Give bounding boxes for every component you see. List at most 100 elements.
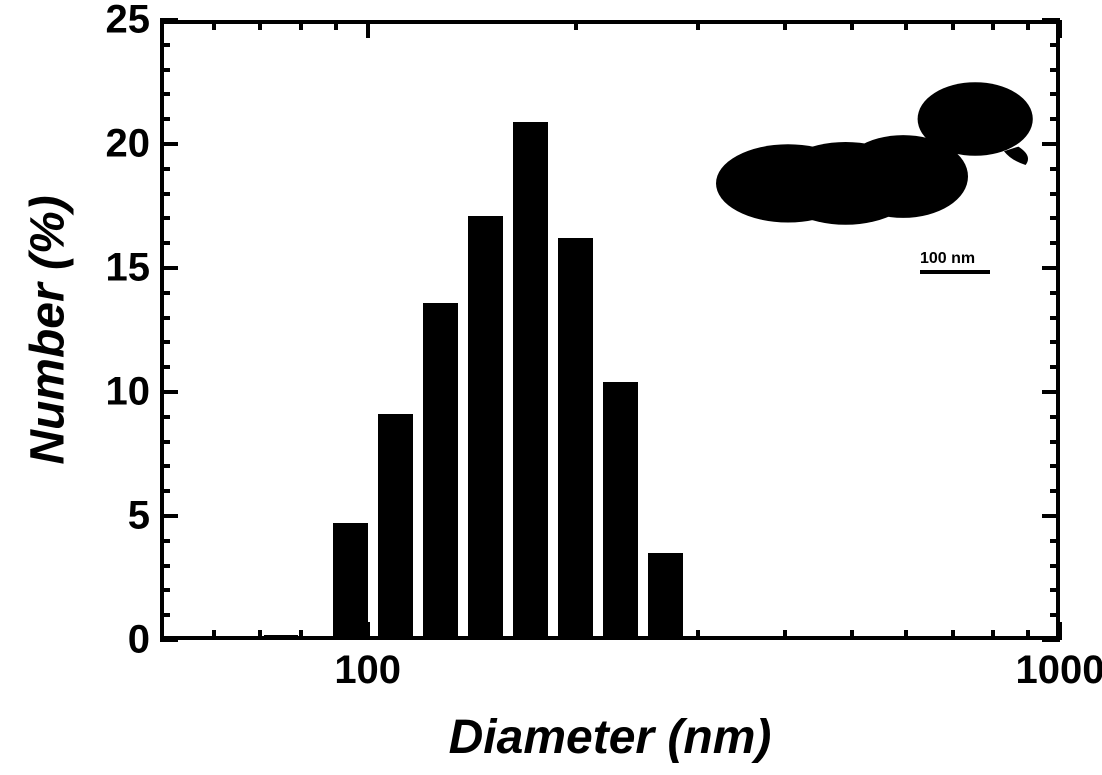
ytick-minor-right — [1050, 588, 1060, 592]
ytick-major — [160, 390, 178, 394]
xtick-minor — [951, 630, 955, 640]
ytick-major-right — [1042, 266, 1060, 270]
ytick-major-right — [1042, 390, 1060, 394]
xtick-minor-top — [212, 20, 216, 30]
ytick-minor — [160, 489, 170, 493]
ytick-major — [160, 514, 178, 518]
ytick-label: 15 — [70, 246, 150, 291]
xtick-minor — [850, 630, 854, 640]
ytick-minor — [160, 365, 170, 369]
ytick-minor-right — [1050, 564, 1060, 568]
histogram-bar — [468, 216, 503, 636]
ytick-major — [160, 638, 178, 642]
ytick-minor — [160, 68, 170, 72]
scalebar — [920, 270, 990, 274]
ytick-minor-right — [1050, 316, 1060, 320]
axis-right — [1056, 20, 1060, 640]
ytick-minor — [160, 588, 170, 592]
ytick-major — [160, 18, 178, 22]
xtick-minor-top — [850, 20, 854, 30]
histogram-bar — [558, 238, 593, 636]
xtick-minor — [212, 630, 216, 640]
axis-left — [160, 20, 164, 640]
xtick-label: 100 — [334, 648, 401, 693]
axis-bottom — [160, 636, 1060, 640]
axis-top — [160, 20, 1060, 24]
ytick-minor-right — [1050, 291, 1060, 295]
histogram-bar — [333, 523, 368, 636]
xtick-minor-top — [696, 20, 700, 30]
inset-svg — [680, 50, 1040, 280]
ytick-minor — [160, 564, 170, 568]
ytick-minor-right — [1050, 241, 1060, 245]
ytick-label: 0 — [70, 618, 150, 663]
ytick-major — [160, 266, 178, 270]
ytick-label: 25 — [70, 0, 150, 43]
ytick-minor-right — [1050, 340, 1060, 344]
xtick-minor-top — [904, 20, 908, 30]
ytick-minor-right — [1050, 92, 1060, 96]
histogram-bar — [648, 553, 683, 636]
ytick-minor-right — [1050, 43, 1060, 47]
xtick-minor-top — [258, 20, 262, 30]
xtick-minor-top — [991, 20, 995, 30]
xtick-minor — [904, 630, 908, 640]
xtick-minor-top — [783, 20, 787, 30]
ytick-minor — [160, 316, 170, 320]
histogram-figure: Number (%) Diameter (nm) 100 nm 05101520… — [0, 0, 1102, 775]
ytick-minor — [160, 92, 170, 96]
histogram-bar — [423, 303, 458, 636]
ytick-minor — [160, 291, 170, 295]
xtick-minor-top — [1026, 20, 1030, 30]
ytick-label: 10 — [70, 370, 150, 415]
xtick-minor — [696, 630, 700, 640]
histogram-bar — [603, 382, 638, 636]
xtick-minor-top — [334, 20, 338, 30]
ytick-minor — [160, 539, 170, 543]
ytick-major-right — [1042, 514, 1060, 518]
ytick-minor — [160, 216, 170, 220]
xtick-minor — [991, 630, 995, 640]
ytick-minor — [160, 464, 170, 468]
ytick-minor — [160, 415, 170, 419]
histogram-bar — [264, 635, 299, 636]
y-axis-label: Number (%) — [21, 195, 76, 464]
xtick-minor — [783, 630, 787, 640]
ytick-major-right — [1042, 142, 1060, 146]
xtick-label: 1000 — [1016, 648, 1102, 693]
ytick-minor-right — [1050, 440, 1060, 444]
xtick-minor-top — [299, 20, 303, 30]
ytick-major — [160, 142, 178, 146]
xtick-major-top — [1058, 20, 1062, 38]
xtick-minor-top — [574, 20, 578, 30]
ytick-minor-right — [1050, 167, 1060, 171]
ytick-minor — [160, 167, 170, 171]
ytick-minor — [160, 117, 170, 121]
histogram-bar — [513, 122, 548, 636]
xtick-minor — [258, 630, 262, 640]
ytick-label: 5 — [70, 494, 150, 539]
ytick-minor-right — [1050, 365, 1060, 369]
xtick-minor-top — [951, 20, 955, 30]
ytick-minor-right — [1050, 415, 1060, 419]
ytick-minor-right — [1050, 192, 1060, 196]
particle-neck — [802, 160, 896, 206]
xtick-major — [1058, 622, 1062, 640]
ytick-minor-right — [1050, 117, 1060, 121]
ytick-minor-right — [1050, 216, 1060, 220]
ytick-minor — [160, 440, 170, 444]
ytick-minor-right — [1050, 489, 1060, 493]
ytick-minor-right — [1050, 68, 1060, 72]
ytick-minor — [160, 613, 170, 617]
x-axis-label: Diameter (nm) — [449, 710, 772, 765]
ytick-minor — [160, 192, 170, 196]
histogram-bar — [378, 414, 413, 636]
xtick-minor — [1026, 630, 1030, 640]
ytick-minor-right — [1050, 464, 1060, 468]
xtick-major-top — [366, 20, 370, 38]
ytick-minor — [160, 241, 170, 245]
ytick-minor — [160, 43, 170, 47]
xtick-minor — [299, 630, 303, 640]
inset-micrograph — [680, 50, 1040, 280]
ytick-minor-right — [1050, 539, 1060, 543]
